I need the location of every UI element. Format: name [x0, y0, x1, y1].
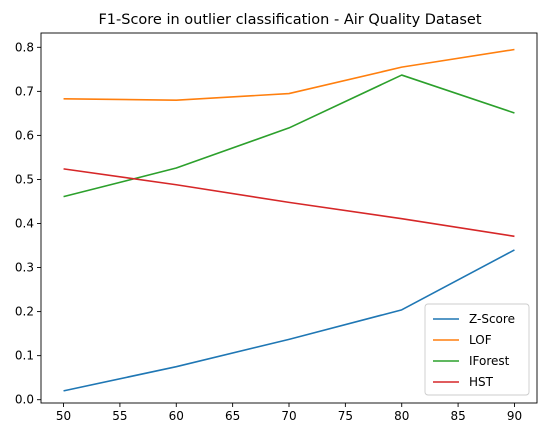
legend: Z-Score LOF IForest HST	[424, 303, 530, 396]
x-axis: 50 55 60 65 70 75 80 85 90	[56, 403, 522, 423]
x-tick-label: 80	[394, 409, 409, 423]
y-tick-label: 0.3	[15, 261, 34, 275]
y-tick-label: 0.5	[15, 172, 34, 186]
chart-title: F1-Score in outlier classification - Air…	[98, 12, 481, 28]
legend-box	[424, 303, 530, 396]
series-line-lof	[63, 48, 515, 101]
x-tick-label: 65	[225, 409, 240, 423]
legend-label-lof: LOF	[469, 333, 492, 347]
y-axis: 0.0 0.1 0.2 0.3 0.4 0.5 0.6 0.7 0.8	[15, 40, 41, 407]
x-tick-label: 60	[169, 409, 184, 423]
x-tick-label: 55	[112, 409, 127, 423]
x-tick-label: 75	[338, 409, 353, 423]
legend-label-hst: HST	[469, 375, 494, 389]
y-tick-label: 0.2	[15, 305, 34, 319]
series-line-hst	[63, 168, 515, 238]
y-tick-label: 0.7	[15, 84, 34, 98]
y-tick-label: 0.4	[15, 217, 34, 231]
x-tick-label: 85	[450, 409, 465, 423]
y-tick-label: 0.6	[15, 128, 34, 142]
x-tick-label: 70	[281, 409, 296, 423]
y-tick-label: 0.0	[15, 393, 34, 407]
series-line-z-score	[63, 249, 515, 392]
y-tick-label: 0.1	[15, 349, 34, 363]
legend-label-z-score: Z-Score	[469, 312, 515, 326]
x-tick-label: 50	[56, 409, 71, 423]
plot-frame	[40, 32, 538, 404]
x-tick-label: 90	[507, 409, 522, 423]
legend-label-iforest: IForest	[469, 354, 510, 368]
series-line-iforest	[63, 74, 515, 198]
y-tick-label: 0.8	[15, 40, 34, 54]
series-lines	[63, 48, 515, 392]
